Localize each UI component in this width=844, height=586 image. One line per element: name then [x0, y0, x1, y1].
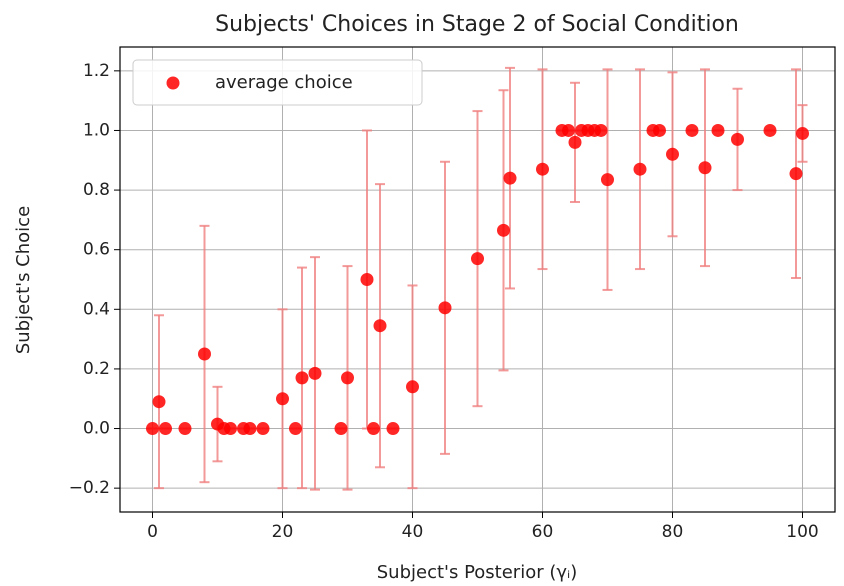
x-tick-label: 80 — [662, 522, 684, 542]
y-tick-label: 0.2 — [83, 359, 110, 379]
point — [373, 319, 387, 333]
point — [653, 123, 666, 137]
y-tick-label: 0.4 — [83, 299, 110, 319]
point — [386, 422, 400, 436]
point — [341, 371, 354, 385]
y-axis-label: Subject's Choice — [13, 206, 34, 354]
point — [367, 422, 380, 436]
point — [633, 162, 647, 176]
plot-frame — [119, 46, 836, 513]
point — [289, 422, 302, 436]
point — [243, 422, 257, 436]
point — [159, 422, 172, 436]
point — [763, 123, 777, 137]
point — [666, 147, 679, 161]
point — [711, 123, 725, 137]
y-tick-label: 1.2 — [83, 61, 110, 81]
point — [198, 347, 211, 361]
point — [308, 366, 322, 380]
point — [438, 301, 452, 315]
point — [256, 422, 270, 436]
x-axis-label: Subject's Posterior (γᵢ) — [377, 562, 578, 583]
point — [796, 126, 809, 140]
point — [152, 395, 166, 409]
point — [178, 422, 192, 436]
point — [536, 162, 549, 176]
x-tick-label: 20 — [272, 522, 294, 542]
point — [594, 123, 608, 137]
point — [276, 392, 289, 406]
point — [789, 167, 803, 181]
y-tick-label: 0.8 — [83, 180, 110, 200]
x-tick-label: 100 — [786, 522, 818, 542]
point — [497, 223, 510, 237]
y-tick-label: −0.2 — [69, 478, 110, 498]
point — [503, 171, 517, 185]
point — [146, 422, 159, 436]
point — [295, 371, 309, 385]
x-tick-label: 40 — [402, 522, 424, 542]
point — [334, 422, 348, 436]
point — [568, 135, 582, 149]
chart-title: Subjects' Choices in Stage 2 of Social C… — [215, 12, 739, 37]
point — [731, 132, 744, 146]
point — [601, 173, 614, 187]
point — [360, 273, 374, 286]
point — [698, 161, 712, 175]
x-tick-label: 0 — [147, 522, 158, 542]
point — [224, 422, 237, 436]
x-tick-label: 60 — [532, 522, 554, 542]
point — [471, 252, 484, 266]
point — [685, 123, 699, 137]
point — [562, 123, 575, 137]
point — [406, 380, 419, 394]
y-tick-label: 0.6 — [83, 240, 110, 260]
y-tick-label: 0.0 — [83, 419, 110, 439]
legend-marker — [166, 76, 180, 90]
legend-label: average choice — [215, 72, 353, 93]
legend-box — [132, 59, 423, 106]
y-tick-label: 1.0 — [83, 120, 110, 140]
